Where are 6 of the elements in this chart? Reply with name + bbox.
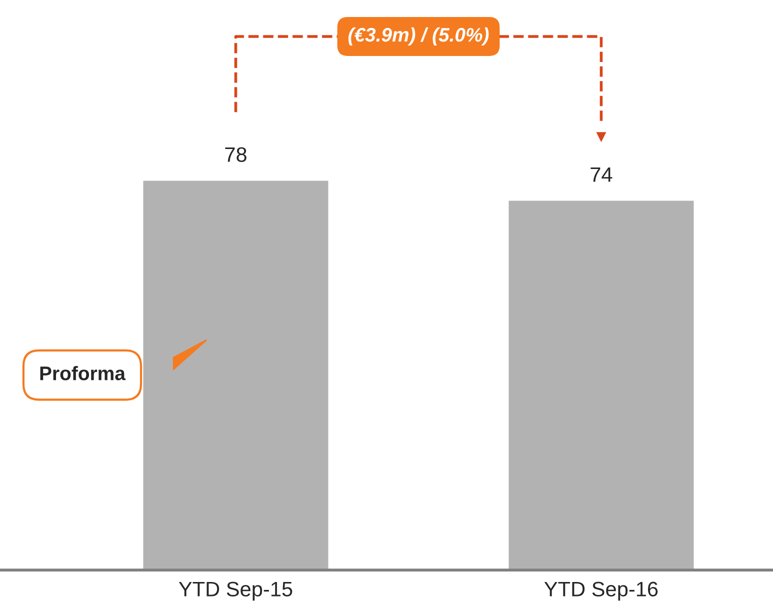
data-label: 74 bbox=[590, 167, 612, 182]
annotation: Proforma bbox=[40, 366, 126, 380]
x-tick-label: YTD Sep-15 bbox=[178, 582, 292, 601]
text: (€3.9m) / (5.0%) bbox=[348, 27, 489, 46]
data-label: 78 bbox=[225, 147, 246, 162]
x-tick-label: YTD Sep-16 bbox=[544, 582, 658, 601]
